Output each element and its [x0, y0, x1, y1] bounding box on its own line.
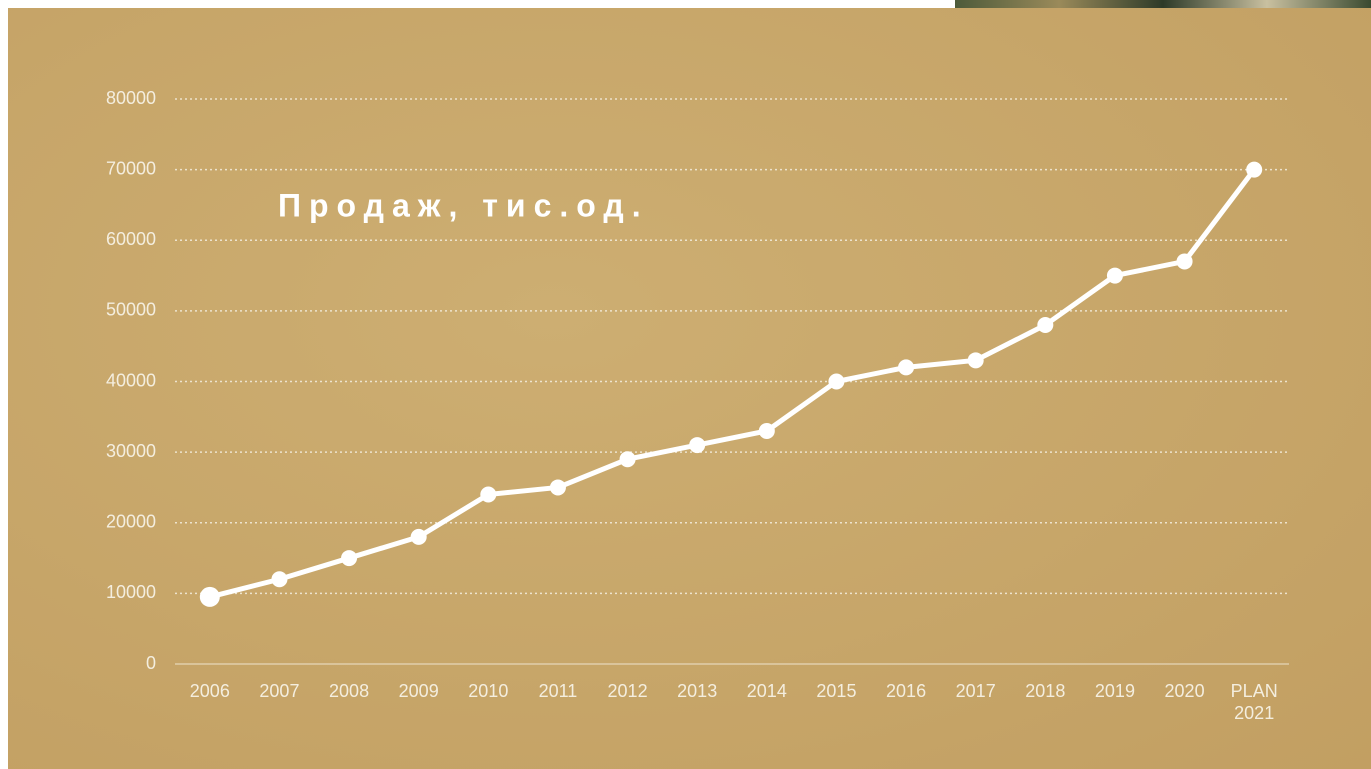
data-point — [968, 352, 984, 368]
x-tick-label: 2008 — [317, 680, 381, 702]
y-tick-label: 0 — [146, 653, 156, 673]
chart: Продаж, тис.од. 0 10000 20000 30000 40000 500… — [0, 0, 1371, 769]
y-tick-label: 80000 — [106, 88, 156, 108]
data-point — [550, 479, 566, 495]
x-tick-label: 2012 — [596, 680, 660, 702]
x-tick-label: 2015 — [804, 680, 868, 702]
data-point — [411, 529, 427, 545]
data-point — [271, 571, 287, 587]
y-tick-label: 60000 — [106, 229, 156, 249]
x-tick-label: 2009 — [387, 680, 451, 702]
x-tick-label: 2006 — [178, 680, 242, 702]
data-point — [759, 423, 775, 439]
data-point — [341, 550, 357, 566]
data-point — [480, 487, 496, 503]
y-tick-label: 30000 — [106, 441, 156, 461]
y-tick-label: 50000 — [106, 300, 156, 320]
line — [210, 170, 1254, 597]
data-point — [898, 359, 914, 375]
x-tick-label: 2014 — [735, 680, 799, 702]
data-point — [1107, 268, 1123, 284]
data-point — [689, 437, 705, 453]
x-tick-label: PLAN 2021 — [1222, 680, 1286, 724]
page: Продаж, тис.од. 0 10000 20000 30000 40000 500… — [0, 0, 1371, 769]
data-point — [200, 587, 220, 607]
x-tick-label: 2020 — [1153, 680, 1217, 702]
y-tick-label: 40000 — [106, 370, 156, 390]
x-tick-label: 2010 — [456, 680, 520, 702]
data-point — [1177, 253, 1193, 269]
y-tick-label: 70000 — [106, 158, 156, 178]
x-tick-label: 2018 — [1013, 680, 1077, 702]
y-tick-label: 10000 — [106, 582, 156, 602]
x-tick-label: 2016 — [874, 680, 938, 702]
data-point — [620, 451, 636, 467]
data-point — [828, 374, 844, 390]
data-point — [1037, 317, 1053, 333]
x-tick-label: 2013 — [665, 680, 729, 702]
chart-title: Продаж, тис.од. — [278, 187, 649, 223]
x-tick-label: 2007 — [247, 680, 311, 702]
x-tick-label: 2017 — [944, 680, 1008, 702]
y-tick-label: 20000 — [106, 512, 156, 532]
x-tick-label: 2011 — [526, 680, 590, 702]
data-point — [1246, 162, 1262, 178]
x-tick-label: 2019 — [1083, 680, 1147, 702]
